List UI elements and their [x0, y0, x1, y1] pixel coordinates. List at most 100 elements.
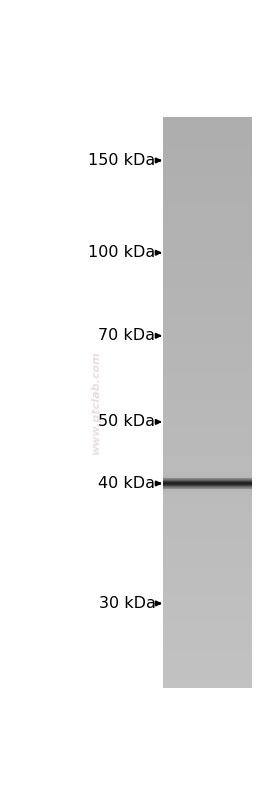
Bar	[163, 339, 252, 340]
Bar	[163, 336, 252, 337]
Bar	[163, 206, 252, 207]
Bar	[163, 441, 252, 443]
Bar	[163, 277, 252, 279]
Bar	[163, 614, 252, 615]
Bar	[163, 432, 252, 434]
Bar	[163, 146, 252, 147]
Bar	[163, 132, 252, 133]
Bar	[163, 220, 252, 221]
Bar	[163, 478, 252, 479]
Bar	[163, 283, 252, 284]
Bar	[163, 465, 252, 467]
Bar	[163, 190, 252, 192]
Bar	[163, 348, 252, 350]
Bar	[163, 401, 252, 403]
Bar	[163, 570, 252, 572]
Bar	[163, 430, 252, 431]
Bar	[163, 544, 252, 545]
Bar	[163, 572, 252, 574]
Bar	[163, 165, 252, 166]
Bar	[163, 582, 252, 583]
Bar	[163, 136, 252, 137]
Bar	[163, 626, 252, 628]
Bar	[163, 290, 252, 292]
Bar	[163, 374, 252, 376]
Bar	[163, 484, 252, 485]
Bar	[163, 404, 252, 405]
Bar	[163, 279, 252, 280]
Bar	[163, 474, 252, 475]
Bar	[163, 267, 252, 268]
Bar	[163, 617, 252, 618]
Bar	[163, 240, 252, 241]
Bar	[163, 505, 252, 507]
Bar	[163, 477, 252, 478]
Bar	[163, 217, 252, 219]
Bar	[163, 174, 252, 176]
Bar	[163, 495, 252, 497]
Bar	[163, 380, 252, 381]
Bar	[163, 681, 252, 682]
Bar	[163, 159, 252, 160]
Bar	[163, 643, 252, 645]
Bar	[163, 663, 252, 665]
Bar	[163, 397, 252, 398]
Bar	[163, 390, 252, 392]
Bar	[163, 126, 252, 127]
Bar	[163, 530, 252, 531]
Bar	[163, 630, 252, 632]
Bar	[163, 638, 252, 639]
Bar	[163, 376, 252, 377]
Bar	[163, 672, 252, 674]
Bar	[163, 216, 252, 217]
Bar	[163, 252, 252, 254]
Bar	[163, 254, 252, 256]
Bar	[163, 306, 252, 307]
Bar	[163, 583, 252, 585]
Bar	[163, 621, 252, 622]
Bar	[163, 183, 252, 185]
Bar	[163, 317, 252, 319]
Text: 50 kDa: 50 kDa	[99, 415, 155, 429]
Bar	[163, 539, 252, 541]
Bar	[163, 581, 252, 582]
Bar	[163, 574, 252, 575]
Bar	[163, 363, 252, 364]
Bar	[163, 537, 252, 538]
Bar	[163, 535, 252, 537]
Bar	[163, 398, 252, 400]
Bar	[163, 341, 252, 343]
Bar	[163, 303, 252, 304]
Bar	[163, 297, 252, 299]
Bar	[163, 243, 252, 244]
Bar	[163, 379, 252, 380]
Bar	[163, 330, 252, 332]
Bar	[163, 521, 252, 523]
Bar	[163, 421, 252, 423]
Bar	[163, 508, 252, 510]
Bar	[163, 444, 252, 445]
Bar	[163, 447, 252, 448]
Bar	[163, 248, 252, 250]
Bar	[163, 437, 252, 438]
Bar	[163, 299, 252, 300]
Bar	[163, 334, 252, 336]
Bar	[163, 602, 252, 603]
Bar	[163, 352, 252, 354]
Bar	[163, 512, 252, 514]
Bar	[163, 324, 252, 325]
Bar	[163, 344, 252, 345]
Bar	[163, 176, 252, 177]
Bar	[163, 452, 252, 454]
Bar	[163, 650, 252, 652]
Bar	[163, 156, 252, 157]
Bar	[163, 552, 252, 554]
Bar	[163, 685, 252, 686]
Bar	[163, 503, 252, 504]
Bar	[163, 287, 252, 288]
Bar	[163, 372, 252, 374]
Bar	[163, 296, 252, 297]
Bar	[163, 641, 252, 642]
Bar	[163, 323, 252, 324]
Bar	[163, 170, 252, 172]
